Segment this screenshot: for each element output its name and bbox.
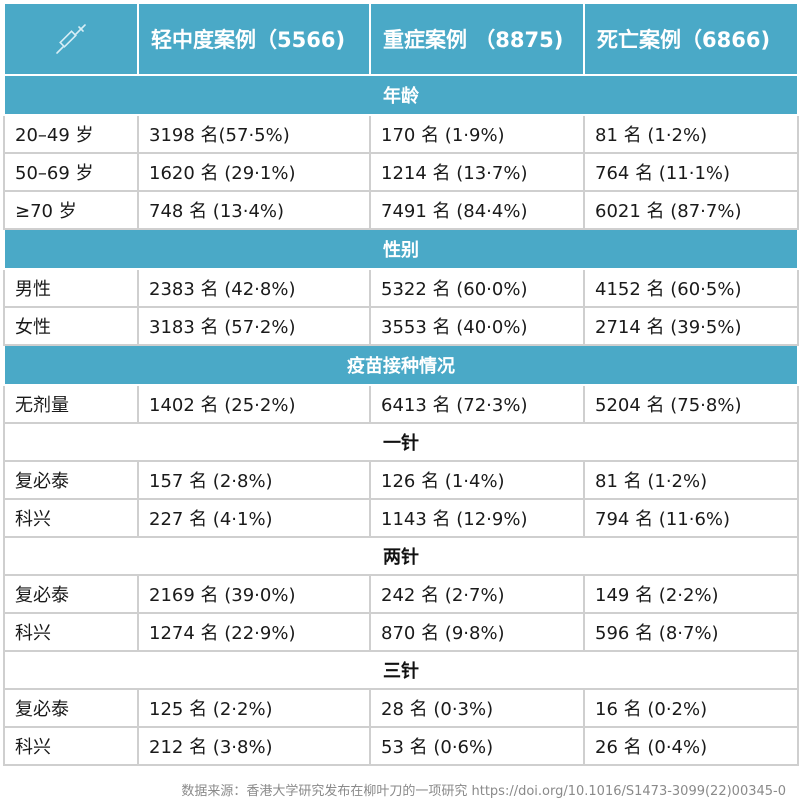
- row-label: 科兴: [3, 726, 139, 766]
- table-row: 50–69 岁 1620 名 (29·1%) 1214 名 (13·7%) 76…: [3, 152, 799, 192]
- table-row: 复必泰 157 名 (2·8%) 126 名 (1·4%) 81 名 (1·2%…: [3, 460, 799, 500]
- cell-mild: 1402 名 (25·2%): [137, 384, 371, 424]
- cell-death: 16 名 (0·2%): [583, 688, 799, 728]
- cell-death: 794 名 (11·6%): [583, 498, 799, 538]
- cell-death: 6021 名 (87·7%): [583, 190, 799, 230]
- cell-mild: 157 名 (2·8%): [137, 460, 371, 500]
- section-header-vaccination: 疫苗接种情况: [3, 344, 799, 386]
- syringe-icon: [56, 24, 86, 54]
- cell-mild: 2383 名 (42·8%): [137, 268, 371, 308]
- cell-severe: 53 名 (0·6%): [369, 726, 585, 766]
- cell-death: 2714 名 (39·5%): [583, 306, 799, 346]
- cell-severe: 5322 名 (60·0%): [369, 268, 585, 308]
- column-header-mild: 轻中度案例（5566): [137, 2, 371, 76]
- table-row: ≥70 岁 748 名 (13·4%) 7491 名 (84·4%) 6021 …: [3, 190, 799, 230]
- row-label: 女性: [3, 306, 139, 346]
- cell-mild: 212 名 (3·8%): [137, 726, 371, 766]
- row-label: 20–49 岁: [3, 114, 139, 154]
- row-label: 复必泰: [3, 688, 139, 728]
- cell-mild: 3198 名(57·5%): [137, 114, 371, 154]
- vaccination-outcome-table: 轻中度案例（5566) 重症案例 （8875) 死亡案例（6866) 年龄 20…: [3, 2, 799, 766]
- cell-mild: 1274 名 (22·9%): [137, 612, 371, 652]
- section-title: 性别: [3, 228, 799, 270]
- cell-severe: 126 名 (1·4%): [369, 460, 585, 500]
- subsection-header-dose3: 三针: [3, 650, 799, 690]
- cell-severe: 170 名 (1·9%): [369, 114, 585, 154]
- cell-severe: 28 名 (0·3%): [369, 688, 585, 728]
- cell-severe: 870 名 (9·8%): [369, 612, 585, 652]
- row-label: 复必泰: [3, 574, 139, 614]
- cell-death: 149 名 (2·2%): [583, 574, 799, 614]
- cell-death: 26 名 (0·4%): [583, 726, 799, 766]
- section-title: 疫苗接种情况: [3, 344, 799, 386]
- cell-mild: 1620 名 (29·1%): [137, 152, 371, 192]
- subsection-title: 一针: [3, 422, 799, 462]
- cell-death: 81 名 (1·2%): [583, 114, 799, 154]
- cell-severe: 242 名 (2·7%): [369, 574, 585, 614]
- row-label: 50–69 岁: [3, 152, 139, 192]
- table-row: 复必泰 2169 名 (39·0%) 242 名 (2·7%) 149 名 (2…: [3, 574, 799, 614]
- section-header-sex: 性别: [3, 228, 799, 270]
- table-row: 复必泰 125 名 (2·2%) 28 名 (0·3%) 16 名 (0·2%): [3, 688, 799, 728]
- row-label: ≥70 岁: [3, 190, 139, 230]
- cell-death: 764 名 (11·1%): [583, 152, 799, 192]
- cell-mild: 2169 名 (39·0%): [137, 574, 371, 614]
- source-footnote: 数据来源：香港大学研究发布在柳叶刀的一项研究 https://doi.org/1…: [181, 784, 786, 799]
- cell-mild: 125 名 (2·2%): [137, 688, 371, 728]
- row-label: 科兴: [3, 612, 139, 652]
- table-header-row: 轻中度案例（5566) 重症案例 （8875) 死亡案例（6866): [3, 2, 799, 76]
- table-row: 科兴 227 名 (4·1%) 1143 名 (12·9%) 794 名 (11…: [3, 498, 799, 538]
- cell-severe: 1143 名 (12·9%): [369, 498, 585, 538]
- table-row: 男性 2383 名 (42·8%) 5322 名 (60·0%) 4152 名 …: [3, 268, 799, 308]
- subsection-title: 两针: [3, 536, 799, 576]
- cell-severe: 1214 名 (13·7%): [369, 152, 585, 192]
- row-label: 科兴: [3, 498, 139, 538]
- table-row: 无剂量 1402 名 (25·2%) 6413 名 (72·3%) 5204 名…: [3, 384, 799, 424]
- cell-death: 5204 名 (75·8%): [583, 384, 799, 424]
- cell-severe: 6413 名 (72·3%): [369, 384, 585, 424]
- subsection-header-dose2: 两针: [3, 536, 799, 576]
- column-header-death: 死亡案例（6866): [583, 2, 799, 76]
- cell-mild: 748 名 (13·4%): [137, 190, 371, 230]
- section-header-age: 年龄: [3, 74, 799, 116]
- cell-death: 81 名 (1·2%): [583, 460, 799, 500]
- cell-death: 4152 名 (60·5%): [583, 268, 799, 308]
- cell-mild: 3183 名 (57·2%): [137, 306, 371, 346]
- header-icon-cell: [3, 2, 139, 76]
- table-row: 20–49 岁 3198 名(57·5%) 170 名 (1·9%) 81 名 …: [3, 114, 799, 154]
- subsection-title: 三针: [3, 650, 799, 690]
- cell-severe: 7491 名 (84·4%): [369, 190, 585, 230]
- column-header-severe: 重症案例 （8875): [369, 2, 585, 76]
- table-row: 科兴 212 名 (3·8%) 53 名 (0·6%) 26 名 (0·4%): [3, 726, 799, 766]
- table-row: 女性 3183 名 (57·2%) 3553 名 (40·0%) 2714 名 …: [3, 306, 799, 346]
- row-label: 无剂量: [3, 384, 139, 424]
- table-row: 科兴 1274 名 (22·9%) 870 名 (9·8%) 596 名 (8·…: [3, 612, 799, 652]
- section-title: 年龄: [3, 74, 799, 116]
- row-label: 复必泰: [3, 460, 139, 500]
- cell-severe: 3553 名 (40·0%): [369, 306, 585, 346]
- row-label: 男性: [3, 268, 139, 308]
- cell-mild: 227 名 (4·1%): [137, 498, 371, 538]
- subsection-header-dose1: 一针: [3, 422, 799, 462]
- cell-death: 596 名 (8·7%): [583, 612, 799, 652]
